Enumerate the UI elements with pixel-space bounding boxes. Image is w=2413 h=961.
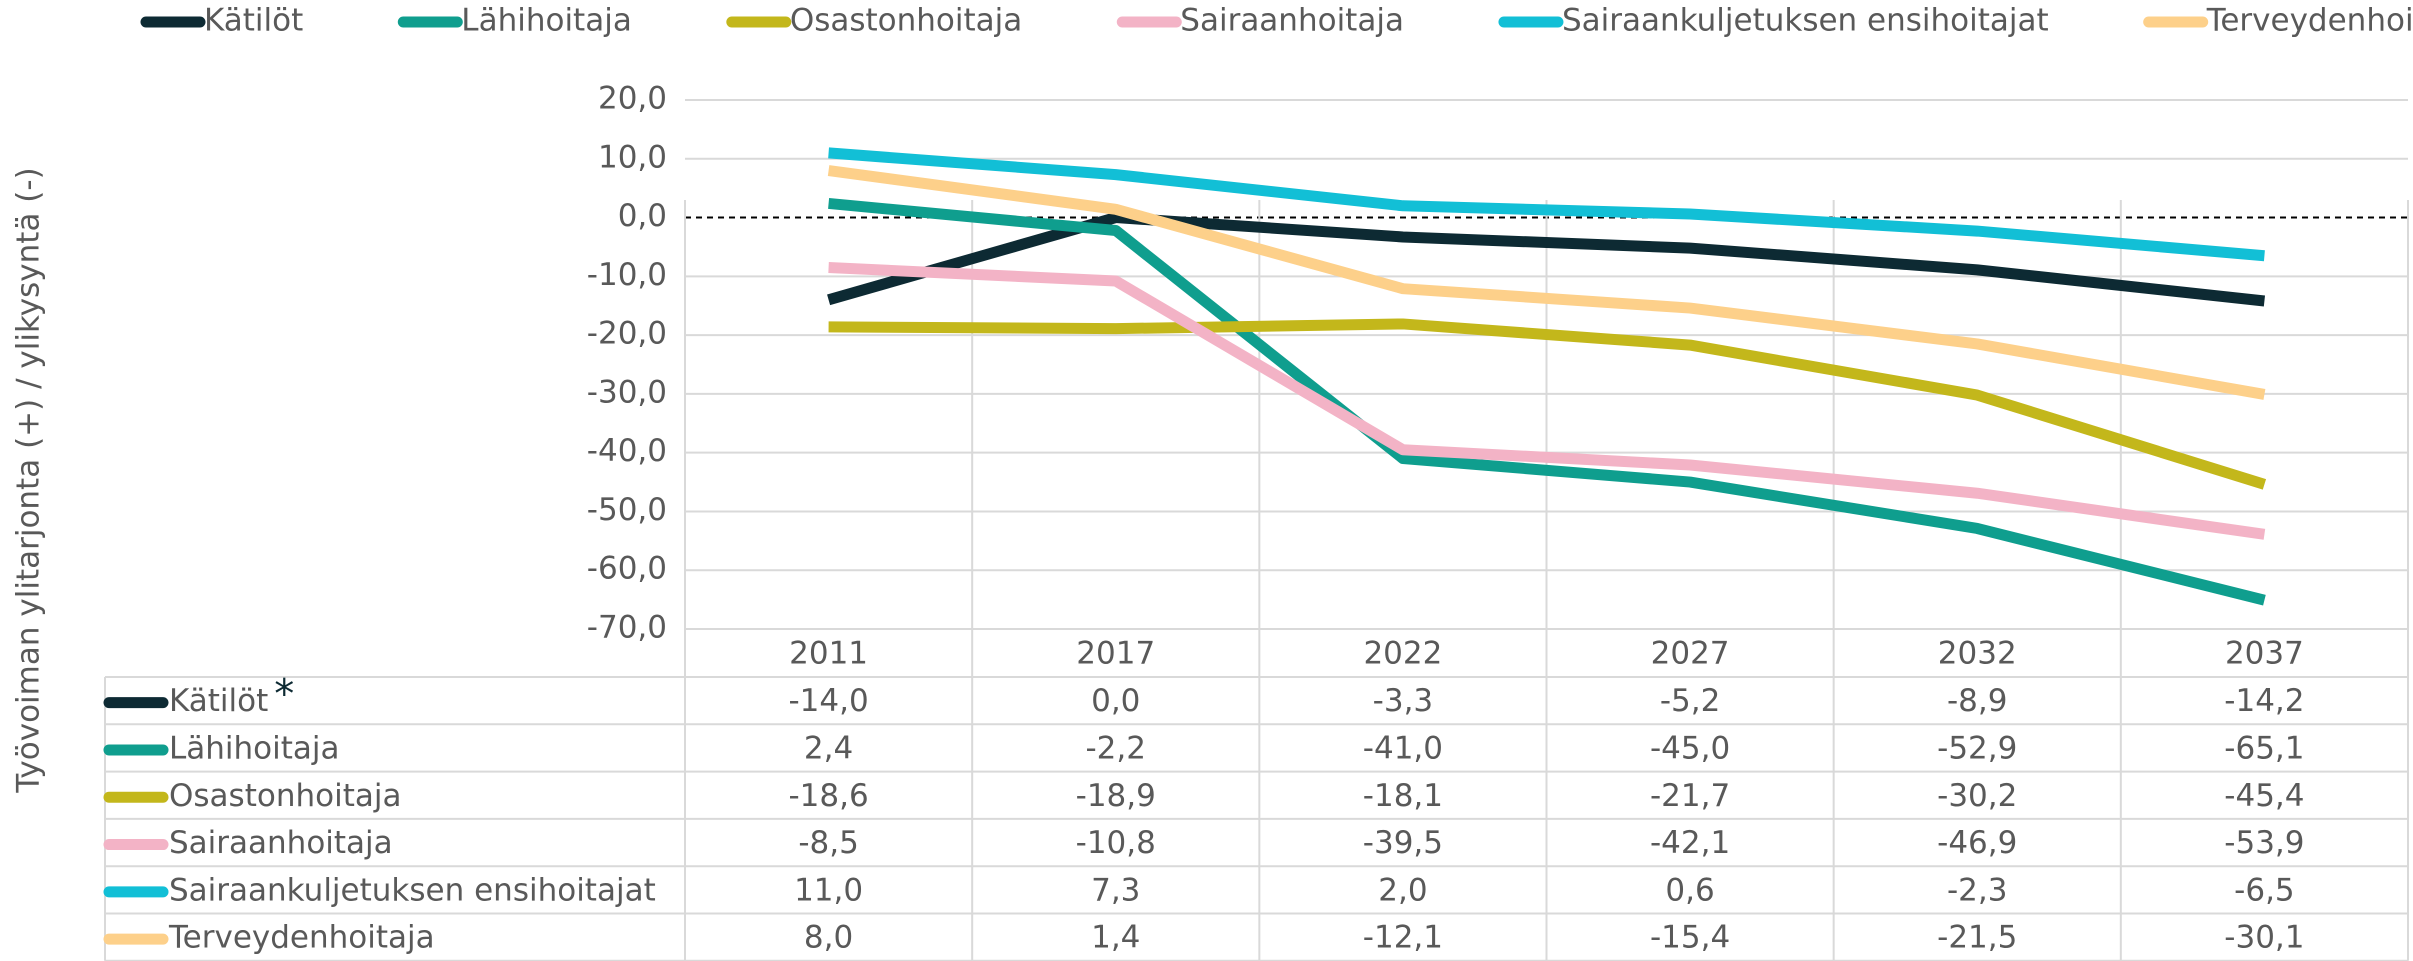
table-cell: -53,9 bbox=[2224, 825, 2304, 861]
table-cell: -8,5 bbox=[798, 825, 859, 861]
table-row-label: Sairaanhoitaja bbox=[169, 825, 393, 861]
y-tick-label: -50,0 bbox=[587, 492, 667, 528]
table-cell: -8,9 bbox=[1947, 683, 2008, 719]
x-tick-label: 2027 bbox=[1651, 636, 1730, 672]
table-row-label: Lähihoitaja bbox=[169, 730, 340, 766]
table-cell: -42,1 bbox=[1650, 825, 1730, 861]
series-line bbox=[828, 262, 2266, 540]
table-cell: -5,2 bbox=[1660, 683, 1721, 719]
table-cell: -18,1 bbox=[1363, 778, 1443, 814]
y-tick-label: 20,0 bbox=[598, 81, 667, 117]
table-cell: -21,7 bbox=[1650, 778, 1730, 814]
y-tick-label: -20,0 bbox=[587, 316, 667, 352]
y-tick-label: -40,0 bbox=[587, 433, 667, 469]
table-cell: -6,5 bbox=[2234, 872, 2295, 908]
legend-label: Sairaankuljetuksen ensihoitajat bbox=[1562, 3, 2049, 39]
series-line bbox=[827, 165, 2266, 400]
x-tick-label: 2011 bbox=[789, 636, 868, 672]
table-cell: -65,1 bbox=[2224, 730, 2304, 766]
table-cell: -3,3 bbox=[1373, 683, 1434, 719]
x-tick-label: 2022 bbox=[1363, 636, 1442, 672]
legend-label: Lähihoitaja bbox=[461, 3, 632, 39]
legend-label: Sairaanhoitaja bbox=[1180, 3, 1404, 39]
y-tick-label: -70,0 bbox=[587, 610, 667, 646]
table-cell: -46,9 bbox=[1937, 825, 2017, 861]
table-cell: 0,6 bbox=[1665, 872, 1714, 908]
table-cell: -2,3 bbox=[1947, 872, 2008, 908]
x-tick-label: 2017 bbox=[1076, 636, 1155, 672]
y-tick-label: 0,0 bbox=[618, 198, 667, 234]
y-tick-label: -10,0 bbox=[587, 257, 667, 293]
table-cell: -45,0 bbox=[1650, 730, 1730, 766]
table-cell: -45,4 bbox=[2224, 778, 2304, 814]
table-cell: -12,1 bbox=[1363, 920, 1443, 956]
y-tick-label: 10,0 bbox=[598, 139, 667, 175]
legend-label: Osastonhoitaja bbox=[790, 3, 1022, 39]
table-cell: -52,9 bbox=[1937, 730, 2017, 766]
table-cell: -10,8 bbox=[1076, 825, 1156, 861]
table-cell: 2,0 bbox=[1378, 872, 1427, 908]
table-cell: -14,0 bbox=[788, 683, 868, 719]
table-cell: 8,0 bbox=[804, 920, 853, 956]
table-cell: -30,1 bbox=[2224, 920, 2304, 956]
table-cell: -41,0 bbox=[1363, 730, 1443, 766]
table-cell: 11,0 bbox=[794, 872, 863, 908]
table-cell: -15,4 bbox=[1650, 920, 1730, 956]
x-tick-label: 2037 bbox=[2225, 636, 2304, 672]
table-row-label: Sairaankuljetuksen ensihoitajat bbox=[169, 872, 656, 908]
series-line bbox=[828, 147, 2265, 262]
table-cell: -21,5 bbox=[1937, 920, 2017, 956]
table-row-label: Kätilöt bbox=[169, 683, 268, 719]
y-tick-label: -60,0 bbox=[587, 551, 667, 587]
table-cell: -18,9 bbox=[1076, 778, 1156, 814]
annotation: * bbox=[274, 672, 294, 718]
table-cell: 1,4 bbox=[1091, 920, 1140, 956]
series-line bbox=[828, 197, 2266, 606]
table-cell: 0,0 bbox=[1091, 683, 1140, 719]
legend-label: Terveydenhoitaja bbox=[2206, 3, 2413, 39]
y-tick-label: -30,0 bbox=[587, 374, 667, 410]
table-cell: -14,2 bbox=[2224, 683, 2304, 719]
series-line bbox=[828, 318, 2267, 490]
table-cell: -2,2 bbox=[1086, 730, 1147, 766]
table-cell: 7,3 bbox=[1091, 872, 1140, 908]
y-axis-label: Työvoiman ylitarjonta (+) / ylikysyntä (… bbox=[11, 167, 47, 793]
table-cell: -30,2 bbox=[1937, 778, 2017, 814]
table-cell: 2,4 bbox=[804, 730, 853, 766]
legend-label: Kätilöt bbox=[204, 3, 303, 39]
x-tick-label: 2032 bbox=[1938, 636, 2017, 672]
table-row-label: Terveydenhoitaja bbox=[168, 920, 435, 956]
table-cell: -18,6 bbox=[788, 778, 868, 814]
table-cell: -39,5 bbox=[1363, 825, 1443, 861]
table-row-label: Osastonhoitaja bbox=[169, 778, 401, 814]
